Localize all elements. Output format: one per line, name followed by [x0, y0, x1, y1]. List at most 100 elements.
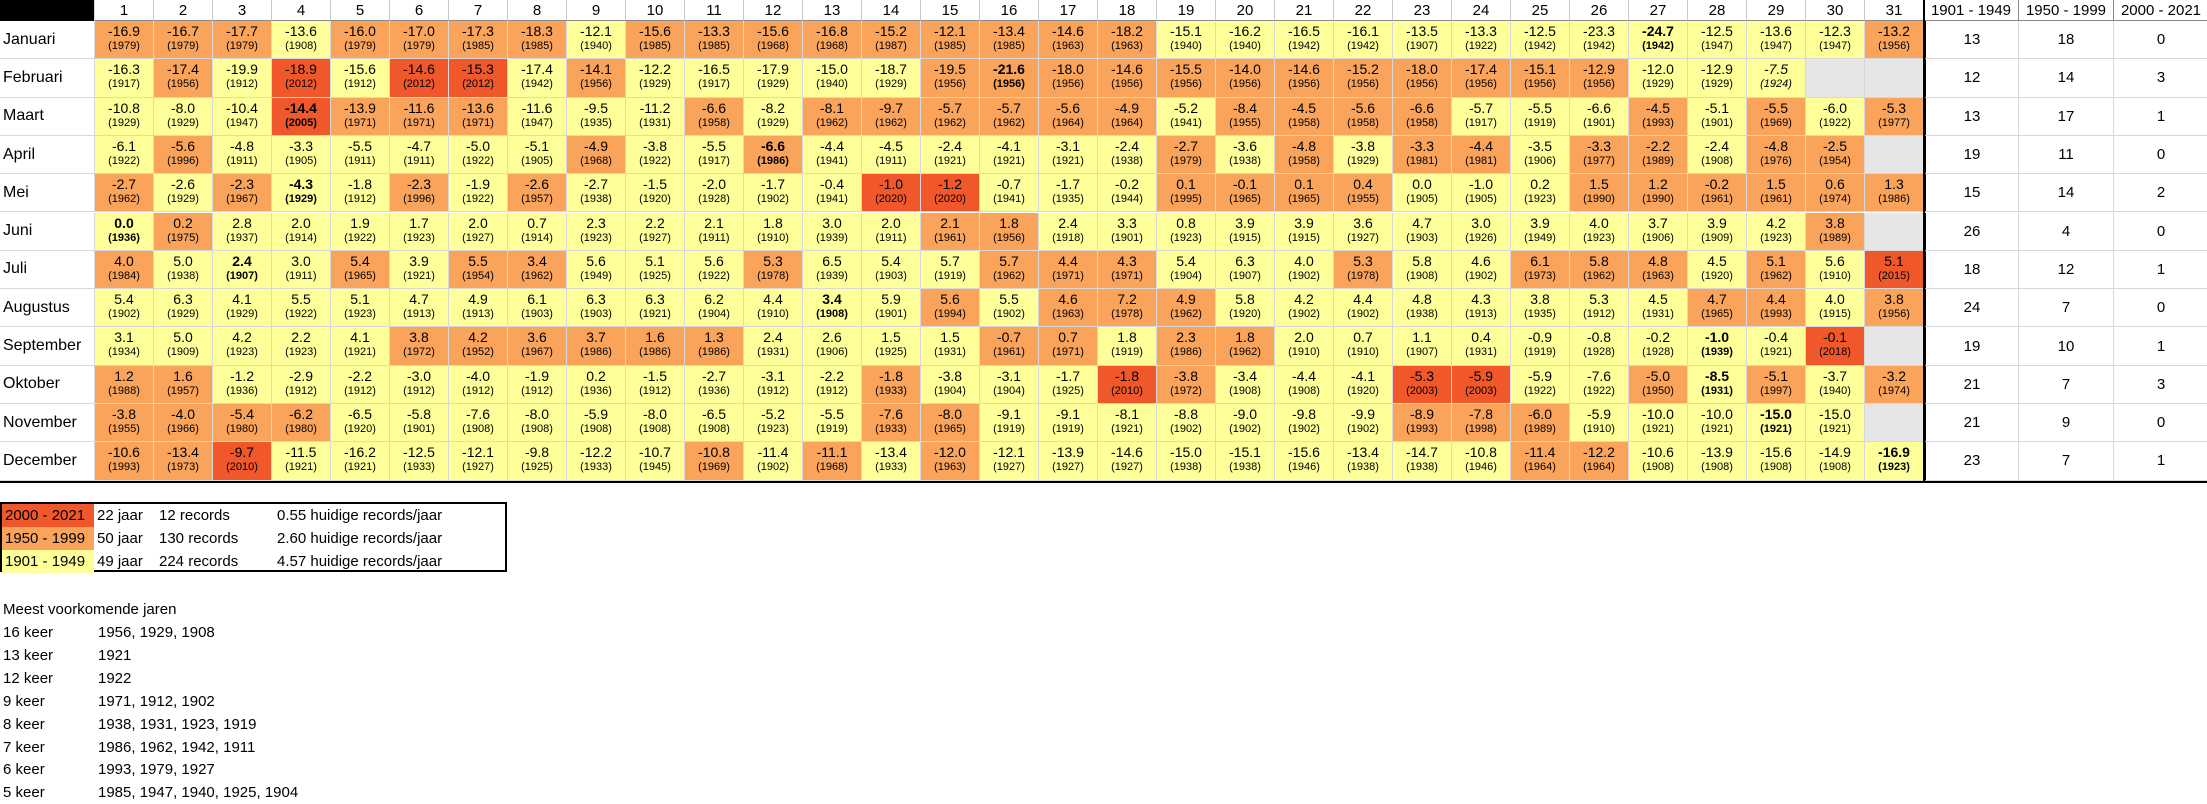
record-cell: -7.6 (1933): [862, 404, 921, 443]
record-temperature: -13.6: [462, 99, 494, 116]
frequent-year-row: 16 keer 1956, 1929, 1908: [0, 621, 600, 644]
record-cell: -12.2 (1933): [567, 442, 626, 481]
record-year: (1914): [285, 231, 317, 244]
record-cell: -15.0 (1938): [1157, 442, 1216, 481]
record-cell: -8.1 (1921): [1098, 404, 1157, 443]
record-temperature: -12.5: [403, 444, 435, 461]
record-year: (1902): [757, 193, 789, 206]
record-year: (1938): [1229, 154, 1261, 167]
record-year: (1920): [1347, 384, 1379, 397]
record-cell: -4.0 (1912): [449, 365, 508, 404]
record-cell: 5.7 (1919): [921, 250, 980, 290]
record-year: (1956): [1170, 78, 1202, 91]
record-year: (1922): [462, 193, 494, 206]
record-temperature: 3.9: [1707, 214, 1727, 231]
record-year: (1956): [1111, 78, 1143, 91]
record-cell: 3.4 (1962): [508, 250, 567, 290]
record-temperature: -18.7: [875, 61, 907, 78]
record-year: (1912): [462, 384, 494, 397]
record-cell: -5.9 (1910): [1570, 404, 1629, 443]
record-year: (1912): [226, 78, 258, 91]
record-cell: -16.5 (1942): [1275, 21, 1334, 60]
record-cell: 5.6 (1994): [921, 289, 980, 328]
record-year: (1963): [934, 461, 966, 474]
record-cell: -15.6 (1946): [1275, 442, 1334, 481]
record-cell: -17.0 (1979): [390, 21, 449, 60]
record-cell: -10.6 (1908): [1629, 442, 1688, 481]
record-temperature: 2.3: [586, 214, 606, 231]
record-year: (1908): [698, 423, 730, 435]
record-temperature: -1.7: [1055, 367, 1081, 384]
record-year: (1950): [1642, 384, 1674, 397]
period-count: 4: [2019, 212, 2114, 251]
day-header: 2: [154, 0, 213, 21]
record-temperature: 5.8: [1412, 252, 1432, 269]
record-temperature: -5.3: [1881, 99, 1907, 116]
month-label: September: [0, 327, 95, 366]
record-cell: -8.0 (1929): [154, 97, 213, 136]
record-cell: -2.9 (1912): [272, 365, 331, 404]
record-temperature: -17.4: [1465, 61, 1497, 78]
record-cell: 0.7 (1971): [1039, 327, 1098, 366]
record-cell: -0.7 (1941): [980, 174, 1039, 213]
record-cell: -18.0 (1956): [1039, 59, 1098, 98]
record-temperature: 0.2: [173, 214, 193, 231]
record-temperature: 4.6: [1058, 291, 1078, 308]
record-temperature: -3.1: [760, 367, 786, 384]
record-temperature: -4.8: [1291, 137, 1317, 154]
record-year: (1912): [757, 384, 789, 397]
record-cell: -4.1 (1920): [1334, 365, 1393, 404]
record-temperature: 0.7: [1353, 329, 1373, 346]
record-cell: -15.6 (1968): [744, 21, 803, 60]
record-temperature: -9.0: [1232, 406, 1258, 422]
record-temperature: -12.2: [580, 444, 612, 461]
record-cell: -5.5 (1919): [1511, 97, 1570, 136]
record-temperature: 5.4: [114, 291, 134, 308]
record-year: (1938): [167, 269, 199, 282]
record-cell: -12.5 (1947): [1688, 21, 1747, 60]
day-header: 23: [1393, 0, 1452, 21]
record-temperature: 0.4: [1353, 176, 1373, 193]
record-cell: -6.6 (1958): [685, 97, 744, 136]
record-year: (1921): [934, 154, 966, 167]
record-cell: 6.3 (1921): [626, 289, 685, 328]
record-year: (1931): [934, 346, 966, 359]
record-year: (1971): [344, 116, 376, 129]
record-cell: -9.1 (1919): [1039, 404, 1098, 443]
record-year: (1962): [875, 116, 907, 129]
day-header: 25: [1511, 0, 1570, 21]
record-cell: 3.9 (1915): [1275, 212, 1334, 251]
period-count: 18: [2019, 21, 2114, 60]
record-cell: 1.6 (1957): [154, 365, 213, 404]
record-year: (1940): [1819, 384, 1851, 397]
record-year: (1941): [816, 193, 848, 206]
record-cell: -12.3 (1947): [1806, 21, 1865, 60]
record-temperature: 0.7: [1058, 329, 1078, 346]
record-cell: -5.9 (1908): [567, 404, 626, 443]
record-cell: -1.7 (1902): [744, 174, 803, 213]
record-temperature: -1.0: [878, 176, 904, 193]
day-header: 7: [449, 0, 508, 21]
record-cell: -13.9 (1971): [331, 97, 390, 136]
record-temperature: -14.6: [1111, 444, 1143, 461]
record-cell: 4.4 (1971): [1039, 250, 1098, 290]
record-temperature: -19.9: [226, 61, 258, 78]
record-cell: -15.0 (1921): [1747, 404, 1806, 443]
record-cell: -9.7 (2010): [213, 442, 272, 481]
month-label: Maart: [0, 97, 95, 136]
record-year: (1979): [1170, 154, 1202, 167]
record-cell: -4.3 (1929): [272, 174, 331, 213]
record-year: (1911): [698, 231, 730, 244]
record-year: (1958): [1288, 116, 1320, 129]
record-cell: -1.8 (1912): [331, 174, 390, 213]
day-header: 24: [1452, 0, 1511, 21]
record-cell: -5.6 (1958): [1334, 97, 1393, 136]
record-cell: -19.5 (1956): [921, 59, 980, 98]
record-cell: 4.9 (1962): [1157, 289, 1216, 328]
day-header: 5: [331, 0, 390, 21]
record-temperature: -14.6: [1288, 61, 1320, 78]
period-count: 14: [2019, 59, 2114, 98]
record-year: (1923): [580, 231, 612, 244]
record-year: (1938): [1406, 461, 1438, 474]
record-cell: 1.3 (1986): [685, 327, 744, 366]
